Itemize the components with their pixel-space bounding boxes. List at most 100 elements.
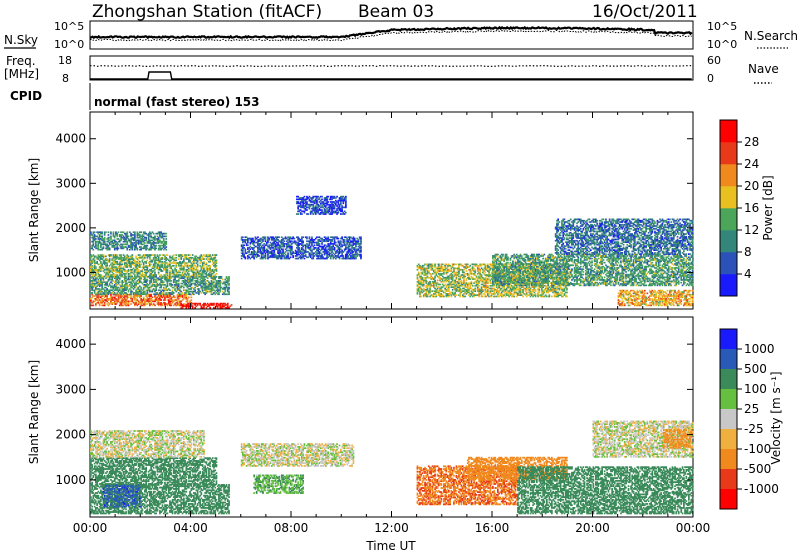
heatmap-cell	[455, 283, 458, 286]
heatmap-cell	[289, 251, 292, 253]
heatmap-cell	[149, 303, 151, 305]
heatmap-cell	[465, 263, 468, 266]
heatmap-cell	[421, 271, 424, 274]
heatmap-cell	[135, 243, 137, 246]
heatmap-cell	[331, 243, 333, 245]
heatmap-cell	[427, 290, 430, 292]
heatmap-cell	[259, 243, 262, 245]
heatmap-cell	[210, 277, 213, 280]
heatmap-cell	[436, 270, 439, 272]
heatmap-cell	[125, 236, 127, 239]
heatmap-cell	[101, 232, 103, 235]
heatmap-cell	[146, 255, 149, 258]
heatmap-cell	[103, 281, 106, 284]
heatmap-cell	[302, 255, 304, 257]
heatmap-cell	[210, 270, 213, 272]
heatmap-cell	[107, 239, 110, 242]
heatmap-cell	[209, 271, 211, 274]
heatmap-cell	[191, 277, 194, 280]
heatmap-cell	[302, 249, 304, 252]
heatmap-cell	[429, 280, 431, 283]
heatmap-cell	[199, 259, 201, 262]
heatmap-cell	[303, 199, 306, 202]
heatmap-cell	[128, 288, 131, 290]
heatmap-cell	[134, 299, 136, 301]
heatmap-cell	[280, 239, 283, 241]
heatmap-cell	[161, 258, 164, 260]
heatmap-cell	[106, 259, 108, 262]
heatmap-cell	[161, 275, 164, 278]
heatmap-cell	[303, 205, 306, 207]
heatmap-cell	[165, 267, 168, 270]
heatmap-cell	[321, 198, 323, 201]
heatmap-cell	[97, 271, 100, 274]
heatmap-cell	[335, 241, 337, 244]
heatmap-cell	[151, 243, 154, 246]
heatmap-cell	[272, 239, 274, 241]
heatmap-cell	[96, 262, 98, 264]
heatmap-cell	[146, 289, 149, 292]
heatmap-cell	[345, 206, 347, 209]
heatmap-cell	[258, 247, 260, 249]
heatmap-cell	[195, 266, 198, 268]
heatmap-cell	[210, 256, 213, 259]
heatmap-cell	[301, 240, 303, 243]
heatmap-cell	[302, 210, 304, 213]
heatmap-cell	[219, 288, 222, 290]
heatmap-cell	[296, 201, 298, 203]
heatmap-cell	[282, 251, 284, 253]
heatmap-cell	[454, 295, 456, 298]
heatmap-cell	[137, 254, 140, 256]
heatmap-cell	[122, 296, 125, 299]
heatmap-cell	[228, 284, 230, 286]
heatmap-cell	[470, 272, 473, 275]
heatmap-cell	[312, 239, 315, 241]
heatmap-cell	[453, 267, 455, 270]
heatmap-cell	[118, 284, 121, 286]
heatmap-cell	[289, 247, 292, 249]
heatmap-cell	[461, 264, 464, 267]
heatmap-cell	[459, 290, 461, 292]
heatmap-cell	[152, 303, 155, 305]
heatmap-cell	[332, 255, 335, 257]
heatmap-cell	[444, 267, 446, 270]
heatmap-cell	[150, 293, 152, 296]
heatmap-cell	[302, 198, 304, 201]
heatmap-cell	[458, 272, 460, 275]
heatmap-cell	[445, 270, 448, 272]
heatmap-cell	[445, 293, 448, 295]
heatmap-cell	[424, 271, 426, 274]
heatmap-cell	[103, 268, 106, 271]
heatmap-cell	[317, 205, 320, 207]
heatmap-cell	[329, 249, 332, 252]
heatmap-cell	[319, 245, 322, 248]
heatmap-cell	[179, 277, 181, 280]
heatmap-cell	[303, 211, 306, 214]
heatmap-cell	[336, 251, 338, 253]
heatmap-cell	[260, 255, 263, 257]
heatmap-cell	[323, 253, 326, 256]
heatmap-cell	[125, 284, 127, 286]
heatmap-cell	[291, 237, 293, 240]
heatmap-cell	[139, 275, 141, 278]
heatmap-cell	[100, 290, 102, 293]
heatmap-cell	[136, 286, 139, 289]
heatmap-cell	[169, 301, 171, 304]
heatmap-cell	[151, 254, 154, 256]
heatmap-cell	[123, 301, 126, 304]
heatmap-cell	[101, 264, 103, 267]
heatmap-cell	[417, 272, 420, 275]
heatmap-cell	[123, 278, 126, 281]
heatmap-cell	[469, 284, 472, 287]
heatmap-cell	[448, 284, 450, 287]
heatmap-cell	[156, 280, 159, 282]
heatmap-cell	[175, 285, 178, 288]
heatmap-cell	[440, 294, 443, 296]
heatmap-cell	[319, 206, 322, 209]
heatmap-cell	[111, 303, 114, 305]
heatmap-cell	[463, 279, 465, 282]
heatmap-cell	[113, 270, 116, 272]
heatmap-cell	[278, 251, 281, 253]
heatmap-cell	[218, 304, 220, 306]
heatmap-cell	[177, 264, 180, 267]
